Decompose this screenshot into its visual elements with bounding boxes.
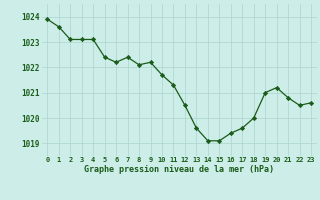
X-axis label: Graphe pression niveau de la mer (hPa): Graphe pression niveau de la mer (hPa)	[84, 165, 274, 174]
